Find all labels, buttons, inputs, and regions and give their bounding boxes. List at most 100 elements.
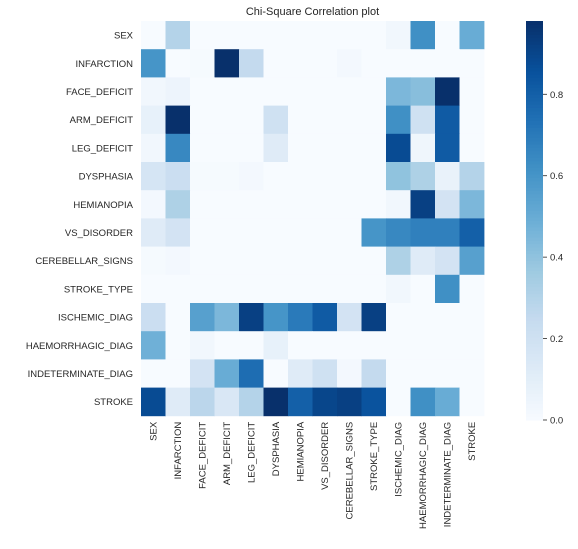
heatmap-cell <box>337 21 362 50</box>
heatmap-cell <box>361 246 387 276</box>
heatmap-cell <box>312 274 338 304</box>
heatmap-cell <box>190 133 215 163</box>
heatmap-cell <box>214 77 240 106</box>
heatmap-cell <box>141 303 166 332</box>
colorbar-segment <box>526 104 543 108</box>
heatmap-cell <box>165 105 191 135</box>
row-tick-label: HEMIANOPIA <box>73 200 133 211</box>
heatmap-cell <box>165 218 191 247</box>
heatmap-cell <box>239 77 264 106</box>
colorbar-segment <box>526 67 543 72</box>
heatmap-cell <box>435 246 460 276</box>
heatmap-cell <box>312 77 338 106</box>
colorbar-segment <box>526 410 543 414</box>
colorbar-segment <box>526 130 543 135</box>
colorbar-segment <box>526 370 543 374</box>
colorbar-segment <box>526 373 543 378</box>
colorbar-segment <box>526 207 543 212</box>
colorbar-segment <box>526 107 543 112</box>
colorbar-segment <box>526 323 543 328</box>
row-tick-label: SEX <box>114 31 134 42</box>
heatmap-cell <box>459 21 485 50</box>
colorbar-segment <box>526 27 543 32</box>
colorbar-segment <box>526 340 543 345</box>
heatmap-cell <box>165 359 191 388</box>
heatmap-cell <box>165 190 191 219</box>
row-tick-label: LEG_DEFICIT <box>72 143 133 154</box>
heatmap-cell <box>312 331 338 360</box>
heatmap-cell <box>459 218 485 247</box>
heatmap-cell <box>263 133 289 163</box>
heatmap-cell <box>312 387 338 417</box>
colorbar-segment <box>526 154 543 158</box>
heatmap-cell <box>361 274 387 304</box>
heatmap-cell <box>190 331 215 360</box>
colorbar-segment <box>526 230 543 235</box>
colorbar-segment <box>526 173 543 178</box>
colorbar-segment <box>526 57 543 62</box>
heatmap-cell <box>435 218 460 247</box>
colorbar-segment <box>526 290 543 295</box>
heatmap-cell <box>288 359 313 388</box>
row-tick-label: VS_DISORDER <box>65 228 133 239</box>
heatmap-cell <box>141 162 166 191</box>
column-tick-labels: SEX INFARCTION FACE_DEFICIT ARM_DEFICIT LEG_… <box>149 421 479 529</box>
colorbar-segment <box>526 393 543 398</box>
colorbar-segment <box>526 114 543 118</box>
heatmap-cell <box>165 77 191 106</box>
colorbar-segment <box>526 390 543 394</box>
colorbar-segment <box>526 117 543 122</box>
heatmap-cell <box>337 331 362 360</box>
heatmap-cell <box>410 246 436 276</box>
colorbar-segment <box>526 203 543 208</box>
heatmap-cell <box>263 359 289 388</box>
heatmap-cell <box>312 162 338 191</box>
colorbar-segment <box>526 187 543 192</box>
colorbar-segment <box>526 346 543 351</box>
colorbar-segment <box>526 253 543 258</box>
heatmap-cell <box>410 162 436 191</box>
heatmap-cell <box>141 218 166 247</box>
colorbar-segment <box>526 167 543 172</box>
heatmap-cell <box>459 331 485 360</box>
column-tick-label: VS_DISORDER <box>320 422 331 490</box>
colorbar-segment <box>526 353 543 358</box>
colorbar-segment <box>526 263 543 268</box>
column-tick-label: INDETERMINATE_DIAG <box>443 422 454 527</box>
heatmap-cell <box>410 331 436 360</box>
colorbar-segment <box>526 247 543 251</box>
colorbar-segment <box>526 97 543 102</box>
colorbar-segment <box>526 180 543 185</box>
colorbar-segment <box>526 243 543 248</box>
colorbar-segment <box>526 343 543 348</box>
colorbar-segment <box>526 127 543 132</box>
colorbar-segment <box>526 293 543 298</box>
heatmap-cell <box>239 21 264 50</box>
colorbar-segment <box>526 273 543 278</box>
colorbar-segment <box>526 376 543 381</box>
heatmap-cells <box>141 21 485 417</box>
colorbar-segment <box>526 34 543 39</box>
colorbar-segment <box>526 217 543 221</box>
heatmap-cell <box>410 133 436 163</box>
heatmap-cell <box>165 162 191 191</box>
heatmap-cell <box>337 246 362 276</box>
colorbar-segment <box>526 30 543 35</box>
heatmap-cell <box>361 359 387 388</box>
heatmap-cell <box>312 359 338 388</box>
heatmap-cell <box>141 77 166 106</box>
heatmap-cell <box>190 359 215 388</box>
heatmap-cell <box>386 218 411 247</box>
colorbar-segment <box>526 94 543 98</box>
colorbar-segment <box>526 47 543 52</box>
heatmap-cell <box>214 162 240 191</box>
colorbar-segment <box>526 237 543 241</box>
heatmap-cell <box>214 246 240 276</box>
heatmap-cell <box>361 218 387 247</box>
heatmap-cell <box>263 303 289 332</box>
heatmap-cell <box>312 49 338 78</box>
colorbar-segment <box>526 183 543 188</box>
colorbar-segment <box>526 270 543 275</box>
heatmap-cell <box>165 274 191 304</box>
heatmap-cell <box>141 387 166 417</box>
